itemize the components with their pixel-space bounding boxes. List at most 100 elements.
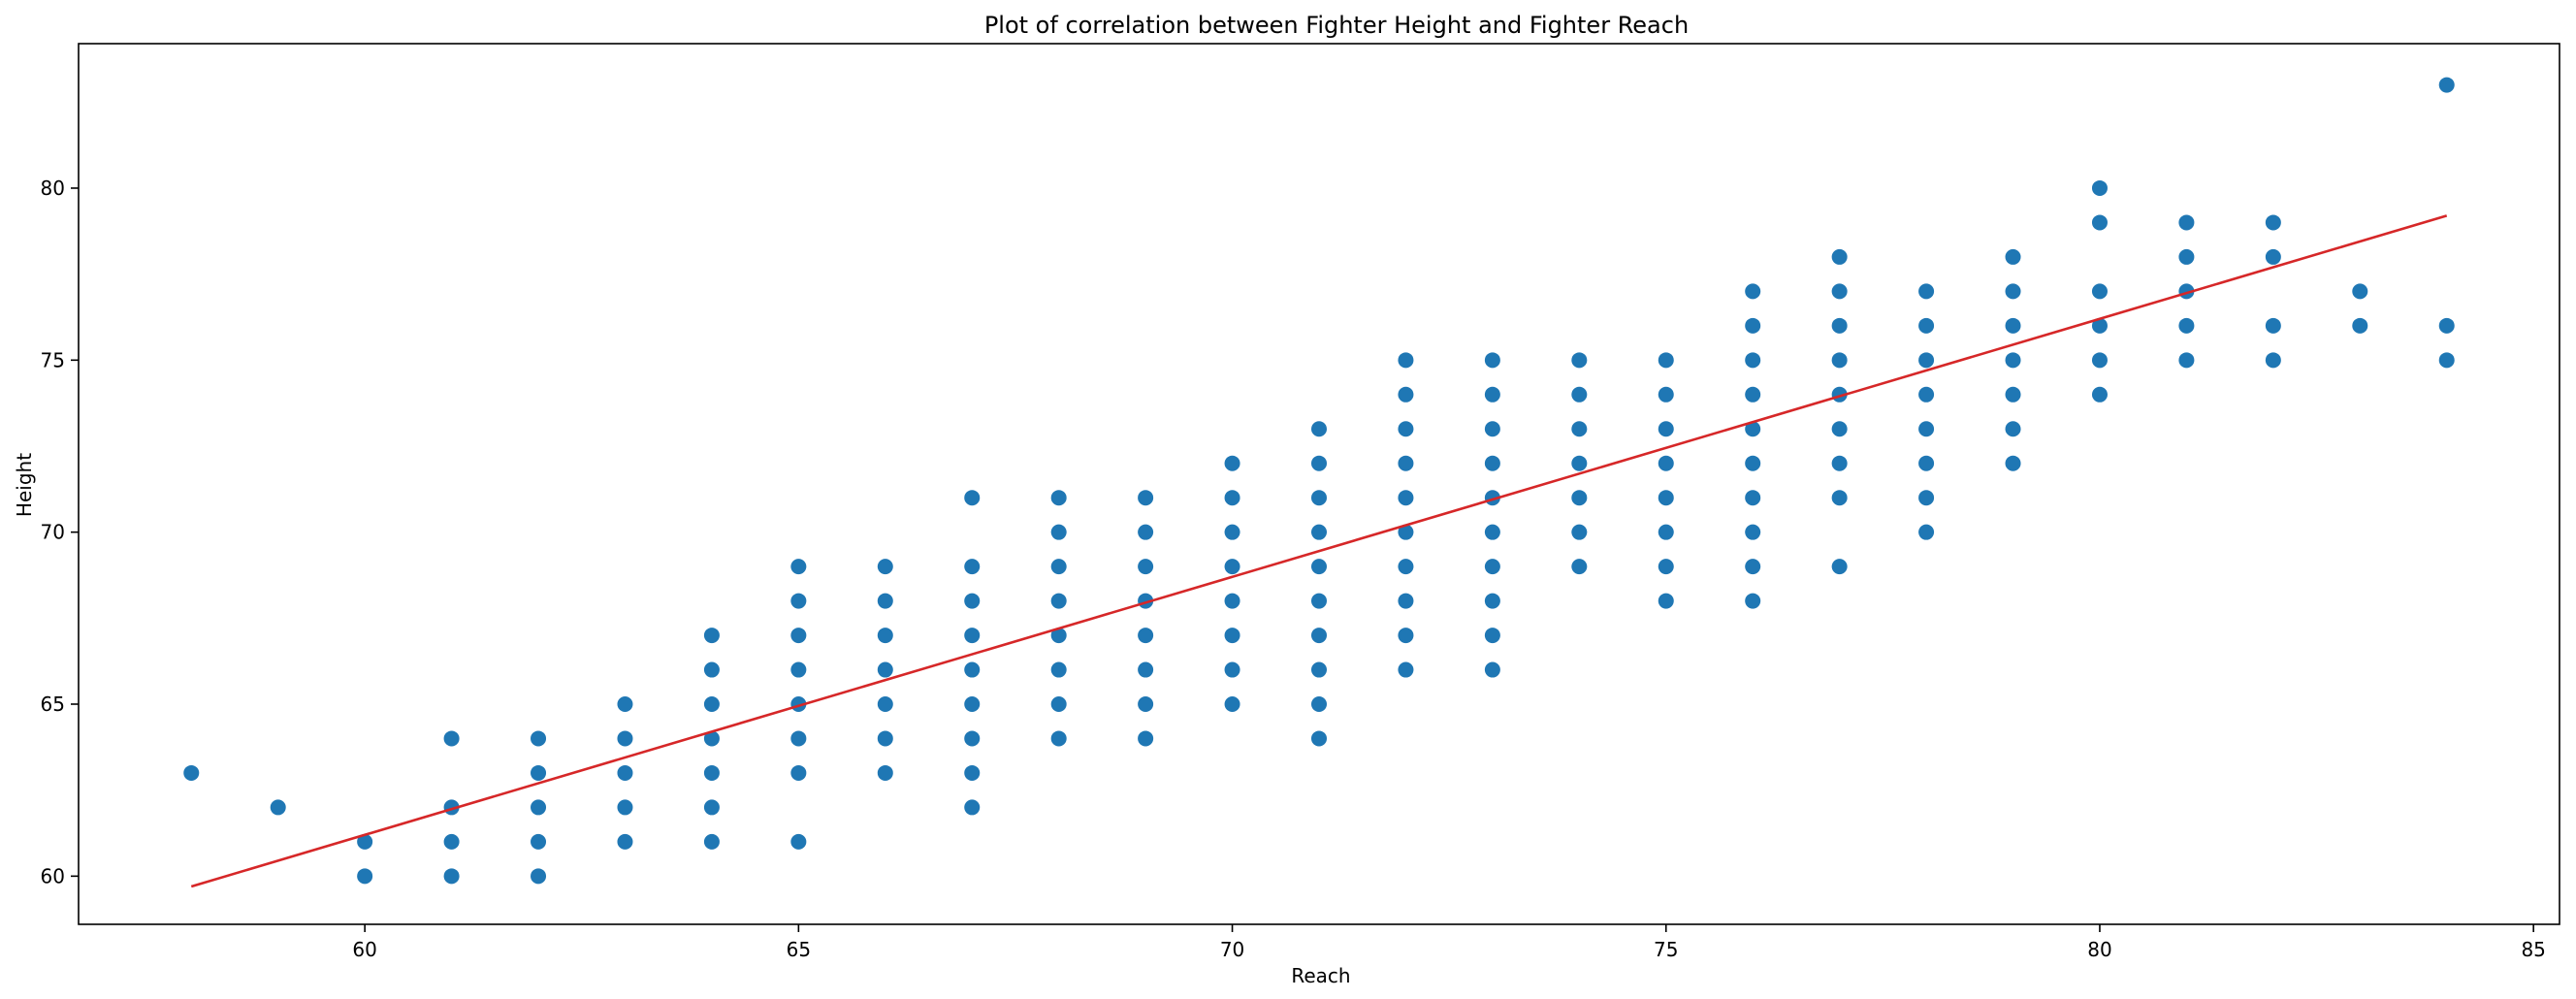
data-point	[703, 730, 720, 747]
data-point	[1831, 559, 1848, 575]
data-point	[2091, 317, 2108, 334]
data-point	[1831, 490, 1848, 506]
data-point	[1745, 421, 1761, 437]
data-point	[703, 764, 720, 781]
y-tick-label: 70	[41, 521, 65, 544]
data-point	[1831, 455, 1848, 471]
data-point	[1398, 386, 1414, 403]
data-point	[2265, 352, 2281, 369]
data-point	[1658, 352, 1674, 369]
data-point	[1138, 559, 1154, 575]
data-point	[790, 764, 807, 781]
data-point	[1138, 730, 1154, 747]
data-point	[1745, 455, 1761, 471]
data-point	[2265, 317, 2281, 334]
data-point	[1658, 524, 1674, 540]
data-point	[790, 833, 807, 850]
data-point	[1918, 352, 1935, 369]
data-point	[1224, 696, 1240, 712]
data-point	[703, 799, 720, 816]
data-point	[1311, 490, 1327, 506]
data-point	[1398, 524, 1414, 540]
data-point	[1918, 386, 1935, 403]
data-point	[964, 696, 981, 712]
data-point	[2178, 352, 2195, 369]
data-point	[2005, 283, 2021, 300]
data-point	[1311, 455, 1327, 471]
data-point	[1831, 317, 1848, 334]
data-point	[1571, 421, 1588, 437]
data-point	[964, 764, 981, 781]
data-point	[1484, 386, 1500, 403]
data-point	[1398, 628, 1414, 644]
y-axis-label: Height	[13, 453, 36, 517]
data-point	[531, 799, 547, 816]
data-point	[443, 730, 460, 747]
data-point	[1138, 628, 1154, 644]
chart-title: Plot of correlation between Fighter Heig…	[984, 12, 1689, 39]
data-point	[1050, 696, 1067, 712]
data-point	[877, 593, 893, 609]
data-point	[1138, 524, 1154, 540]
data-point	[1745, 559, 1761, 575]
y-tick-label: 60	[41, 864, 65, 887]
data-point	[1311, 661, 1327, 678]
x-tick-label: 80	[2087, 938, 2111, 961]
data-point	[1050, 661, 1067, 678]
data-point	[1745, 317, 1761, 334]
data-point	[1224, 593, 1240, 609]
data-point	[1658, 490, 1674, 506]
data-point	[964, 730, 981, 747]
data-point	[877, 559, 893, 575]
data-point	[1571, 524, 1588, 540]
data-point	[1745, 593, 1761, 609]
data-point	[964, 593, 981, 609]
data-point	[1311, 696, 1327, 712]
data-point	[1398, 352, 1414, 369]
data-point	[1050, 524, 1067, 540]
plot-frame	[78, 43, 2560, 925]
data-point	[1484, 593, 1500, 609]
data-point	[2005, 386, 2021, 403]
data-point	[531, 868, 547, 885]
data-point	[183, 764, 200, 781]
data-point	[1311, 730, 1327, 747]
data-point	[1224, 524, 1240, 540]
data-point	[964, 559, 981, 575]
data-point	[2352, 317, 2368, 334]
data-point	[2438, 77, 2455, 93]
data-point	[1398, 490, 1414, 506]
data-point	[1138, 661, 1154, 678]
x-tick-label: 85	[2521, 938, 2545, 961]
data-point	[1918, 524, 1935, 540]
data-point	[270, 799, 286, 816]
data-point	[2352, 283, 2368, 300]
data-point	[1224, 661, 1240, 678]
data-point	[1918, 455, 1935, 471]
data-point	[703, 696, 720, 712]
data-point	[1484, 559, 1500, 575]
data-point	[2178, 317, 2195, 334]
regression-line	[190, 214, 2448, 888]
data-point	[1658, 593, 1674, 609]
data-point	[443, 868, 460, 885]
data-point	[1311, 559, 1327, 575]
data-point	[1398, 559, 1414, 575]
data-point	[1311, 628, 1327, 644]
data-point	[1484, 661, 1500, 678]
data-point	[1224, 490, 1240, 506]
data-point	[1050, 593, 1067, 609]
data-point	[1918, 317, 1935, 334]
data-point	[1571, 352, 1588, 369]
data-point	[964, 661, 981, 678]
data-point	[1484, 628, 1500, 644]
data-point	[1050, 628, 1067, 644]
data-point	[1831, 421, 1848, 437]
data-point	[1311, 421, 1327, 437]
data-point	[443, 833, 460, 850]
data-point	[1658, 421, 1674, 437]
data-point	[2091, 283, 2108, 300]
data-point	[617, 833, 633, 850]
data-point	[357, 833, 373, 850]
